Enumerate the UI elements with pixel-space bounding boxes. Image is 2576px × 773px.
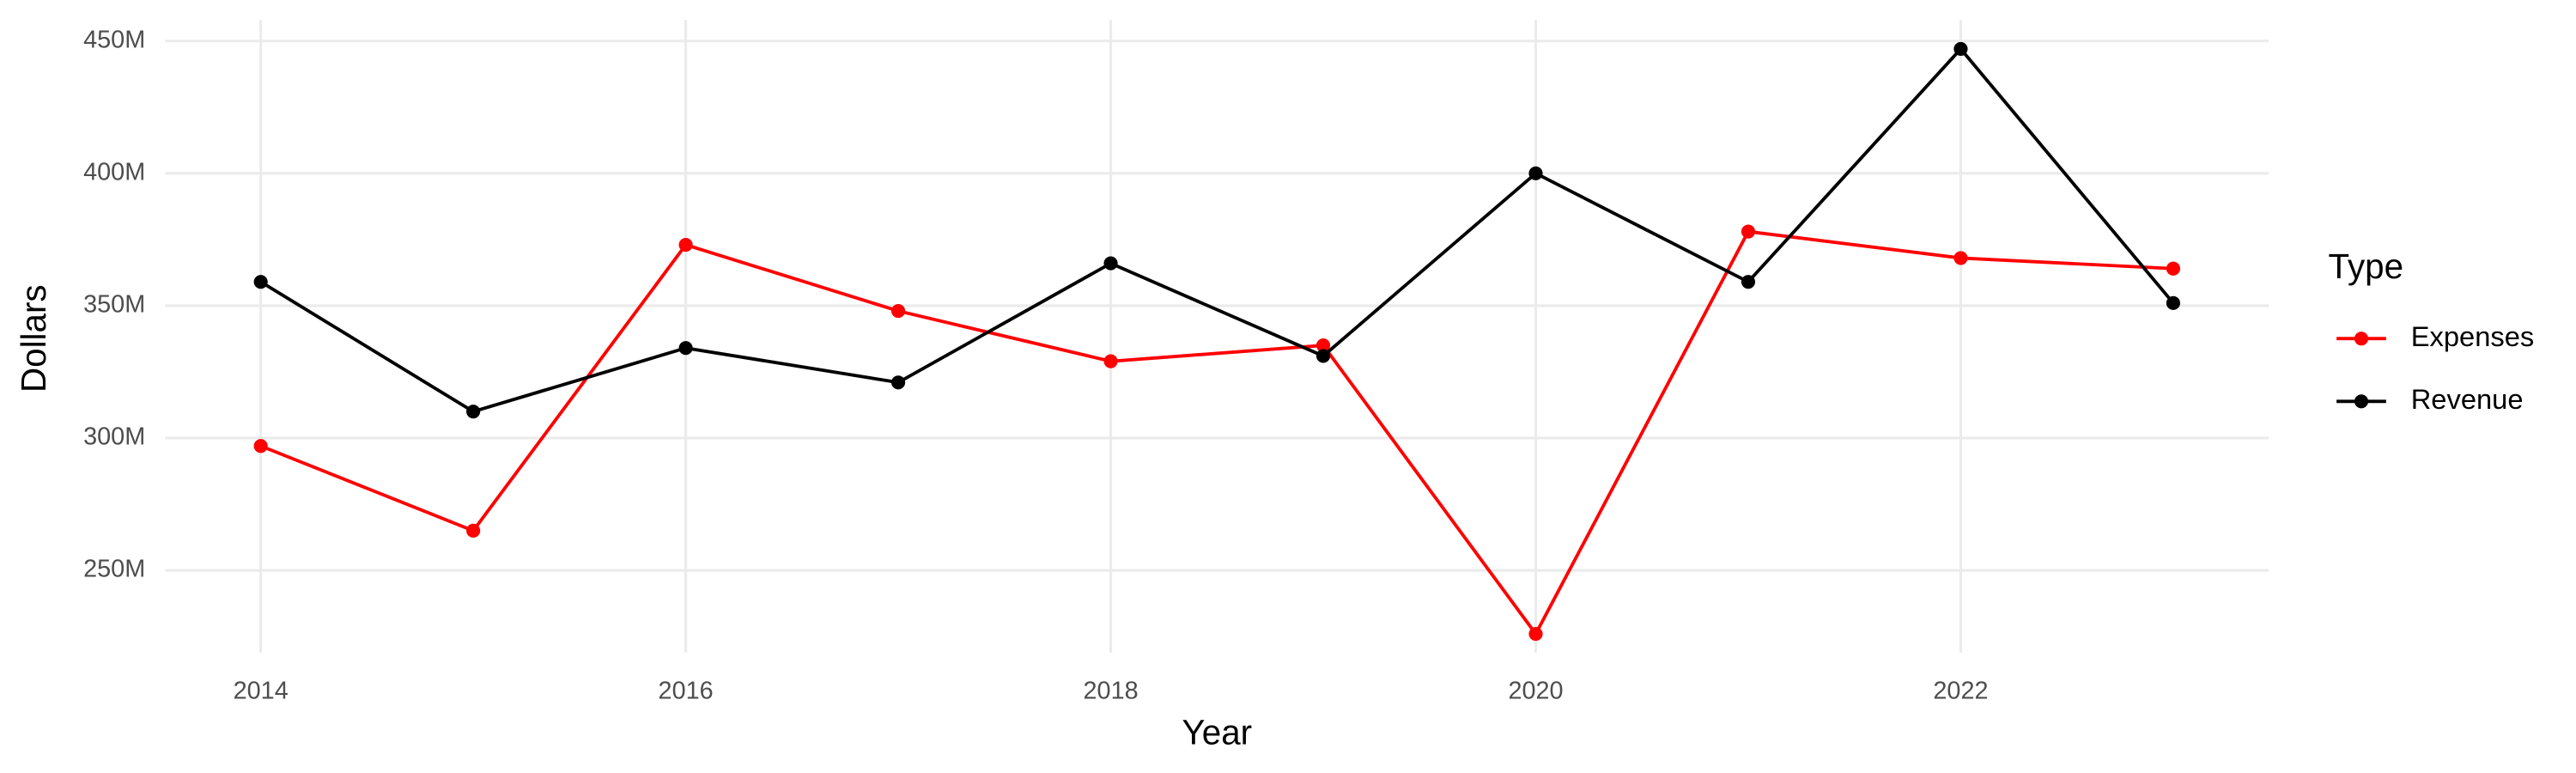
y-axis-title: Dollars: [14, 284, 53, 393]
y-tick-label: 250M: [83, 556, 145, 583]
y-tick-label: 300M: [83, 423, 145, 451]
data-point: [1953, 41, 1968, 57]
data-point: [1528, 166, 1543, 180]
legend-label: Expenses: [2411, 320, 2535, 352]
series-line: [259, 229, 2174, 637]
x-axis-title: Year: [1182, 712, 1253, 752]
data-point: [2166, 295, 2181, 310]
data-point: [1103, 256, 1118, 271]
data-point: [1315, 338, 1331, 353]
legend-marker: [2354, 394, 2369, 409]
data-point: [1741, 224, 1756, 239]
data-point: [1741, 275, 1756, 289]
data-point: [2166, 261, 2181, 276]
data-point: [1103, 354, 1118, 368]
data-point: [891, 375, 906, 390]
data-point: [1953, 251, 1968, 265]
legend-label: Revenue: [2411, 383, 2524, 415]
data-point: [678, 237, 693, 253]
x-tick-label: 2020: [1508, 677, 1563, 704]
data-point: [466, 405, 481, 419]
data-point: [466, 523, 481, 538]
data-point: [891, 303, 906, 319]
data-point: [1315, 349, 1331, 363]
y-tick-label: 450M: [83, 26, 145, 53]
legend-title: Type: [2329, 247, 2404, 286]
x-tick-label: 2022: [1933, 677, 1988, 704]
x-tick-label: 2014: [234, 677, 289, 704]
y-tick-label: 350M: [83, 291, 145, 319]
data-point: [678, 341, 693, 356]
data-point: [253, 275, 268, 289]
data-point: [1528, 626, 1543, 642]
y-tick-label: 400M: [83, 158, 145, 186]
x-tick-label: 2018: [1084, 677, 1139, 704]
series-line: [259, 46, 2175, 414]
x-tick-label: 2016: [659, 677, 714, 704]
data-point: [253, 439, 268, 453]
legend-marker: [2354, 332, 2369, 346]
